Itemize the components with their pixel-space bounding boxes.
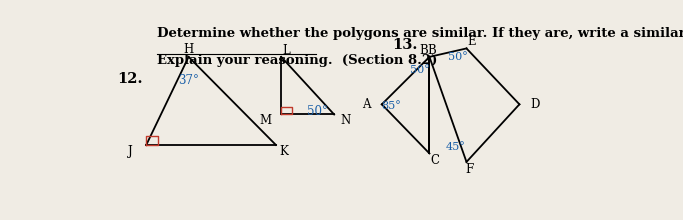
Text: 37°: 37°	[178, 74, 199, 87]
Text: 12.: 12.	[117, 72, 143, 86]
Text: M: M	[260, 114, 271, 127]
Text: B: B	[428, 44, 436, 57]
Text: 50°: 50°	[307, 104, 328, 118]
Text: 85°: 85°	[381, 101, 401, 111]
Text: 45°: 45°	[446, 142, 466, 152]
Text: Determine whether the polygons are similar. If they are, write a similarity stat: Determine whether the polygons are simil…	[157, 27, 683, 40]
Text: 50°: 50°	[410, 65, 430, 75]
Text: H: H	[184, 43, 194, 56]
Text: 13.: 13.	[392, 38, 418, 52]
Text: J: J	[128, 145, 133, 158]
Text: F: F	[465, 163, 473, 176]
Text: N: N	[341, 114, 351, 127]
Text: E: E	[467, 35, 476, 48]
Text: D: D	[531, 98, 540, 111]
Text: B: B	[420, 44, 428, 57]
Text: A: A	[362, 98, 370, 111]
Text: Explain your reasoning.  (Section 8.2): Explain your reasoning. (Section 8.2)	[157, 53, 437, 66]
Text: K: K	[279, 145, 288, 158]
Text: 50°: 50°	[447, 52, 467, 62]
Text: C: C	[430, 154, 439, 167]
Text: L: L	[283, 44, 290, 57]
